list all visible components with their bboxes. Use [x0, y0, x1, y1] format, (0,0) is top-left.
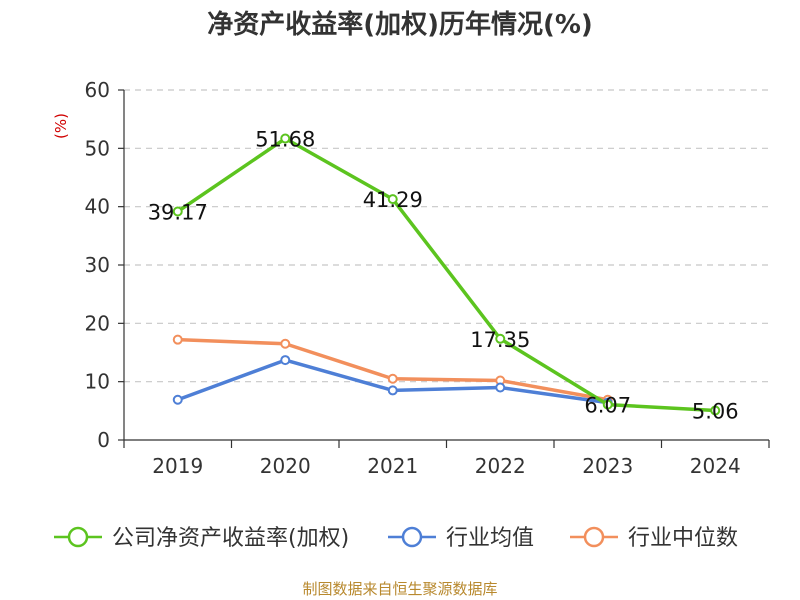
x-tick-label: 2023 [582, 454, 633, 478]
source-note: 制图数据来自恒生聚源数据库 [302, 580, 497, 598]
y-tick-label: 50 [85, 136, 110, 160]
legend: 公司净资产收益率(加权) 行业均值 行业中位数 [54, 526, 738, 551]
x-tick-label: 2022 [475, 454, 526, 478]
axes: 0 10 20 30 40 50 60 2019 2020 2021 2022 2023 2024 [85, 78, 770, 478]
grid-lines [124, 89, 769, 383]
legend-marker [67, 526, 89, 548]
legend-label: 公司净资产收益率(加权) [112, 526, 349, 551]
series-lines [172, 133, 721, 416]
data-point [172, 394, 183, 405]
chart-title: 净资产收益率(加权)历年情况(%) [207, 9, 593, 40]
y-tick-label: 60 [85, 78, 110, 102]
data-label: 41.29 [363, 188, 423, 212]
data-point [495, 382, 506, 393]
x-tick-label: 2020 [260, 454, 311, 478]
legend-label: 行业均值 [446, 526, 534, 551]
data-point [387, 194, 398, 205]
data-point [172, 334, 183, 345]
legend-marker [401, 526, 423, 548]
data-label: 6.07 [584, 394, 631, 418]
data-point [280, 338, 291, 349]
data-label: 39.17 [148, 201, 208, 225]
y-tick-label: 30 [85, 253, 110, 277]
y-tick-label: 20 [85, 311, 110, 335]
data-point [280, 133, 291, 144]
data-label: 5.06 [692, 399, 739, 423]
y-tick-label: 10 [85, 370, 110, 394]
data-point [280, 355, 291, 366]
y-tick-label: 40 [85, 195, 110, 219]
x-tick-label: 2019 [152, 454, 203, 478]
data-label: 51.68 [255, 128, 315, 152]
data-point [602, 399, 613, 410]
data-labels: 39.17 51.68 41.29 17.35 6.07 5.06 [148, 128, 739, 424]
data-point [387, 373, 398, 384]
series-line [176, 136, 717, 413]
legend-label: 行业中位数 [628, 526, 738, 551]
legend-marker [583, 526, 605, 548]
data-point [387, 385, 398, 396]
x-tick-label: 2021 [367, 454, 418, 478]
data-label: 17.35 [470, 328, 530, 352]
x-tick-label: 2024 [690, 454, 741, 478]
y-axis-unit-label: (%) [52, 113, 70, 139]
y-tick-label: 0 [97, 428, 110, 452]
data-point [495, 333, 506, 344]
data-point [710, 405, 721, 416]
data-point [172, 206, 183, 217]
